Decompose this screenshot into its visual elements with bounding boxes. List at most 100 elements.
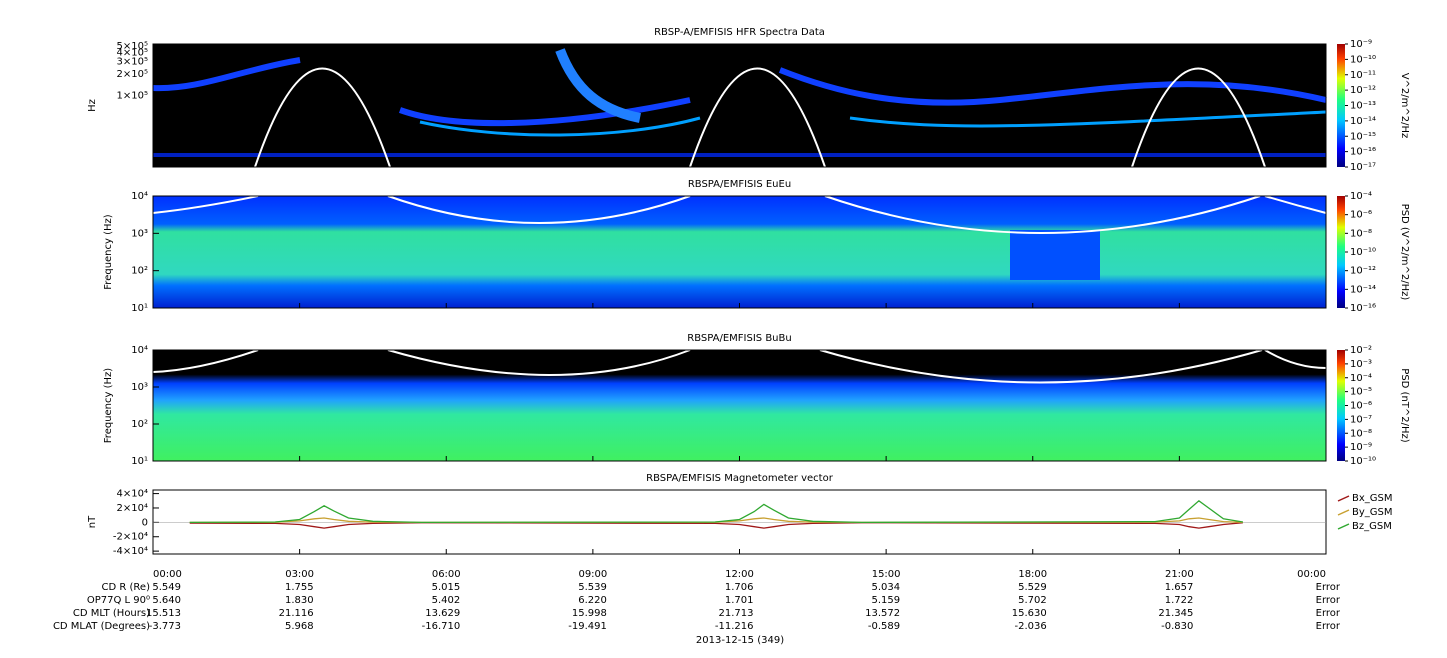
ephemeris-value: 15.630	[1012, 608, 1047, 619]
legend-swatch	[1337, 509, 1350, 516]
colorbar-tick-label: 10⁻⁸	[1350, 428, 1372, 439]
colorbar-tick-label: 10⁻¹⁷	[1350, 162, 1376, 173]
chart-title: RBSPA/EMFISIS Magnetometer vector	[646, 473, 834, 484]
colorbar-tick-label: 10⁻⁹	[1350, 39, 1372, 50]
ephemeris-value: 5.549	[152, 582, 181, 593]
x-tick-label: 03:00	[285, 569, 314, 580]
data-line	[189, 522, 1243, 529]
x-tick-label: 15:00	[872, 569, 901, 580]
y-tick-label: 10⁴	[131, 345, 148, 356]
y-tick-label: 1×10⁵	[117, 91, 148, 102]
ephemeris-value: Error	[1316, 621, 1341, 632]
legend-label: Bx_GSM	[1352, 493, 1393, 504]
legend-swatch	[1337, 523, 1350, 530]
y-tick-label: 2×10⁵	[117, 69, 148, 80]
colorbar-tick-label: 10⁻⁶	[1350, 210, 1372, 221]
colorbar-tick-label: 10⁻¹⁵	[1350, 131, 1376, 142]
ephemeris-value: 15.998	[572, 608, 607, 619]
ephemeris-label: OP77Q L 90⁰	[87, 595, 150, 606]
ephemeris-value: 5.702	[1018, 595, 1047, 606]
y-tick-label: 10³	[131, 382, 148, 393]
colorbar-tick-label: 10⁻⁸	[1350, 228, 1372, 239]
data-line	[189, 517, 1243, 524]
x-tick-label: 06:00	[432, 569, 461, 580]
ephemeris-value: -11.216	[715, 621, 754, 632]
ephemeris-value: 1.657	[1165, 582, 1194, 593]
colorbar-tick-label: 10⁻¹⁶	[1350, 303, 1376, 314]
ephemeris-value: 21.713	[719, 608, 754, 619]
colorbar-tick-label: 10⁻²	[1350, 345, 1372, 356]
colorbar-tick-label: 10⁻⁵	[1350, 387, 1372, 398]
ephemeris-value: 1.830	[285, 595, 314, 606]
y-tick-label: 10¹	[131, 456, 148, 467]
ephemeris-value: -0.589	[868, 621, 900, 632]
x-tick-label: 18:00	[1018, 569, 1047, 580]
y-tick-label: 0	[142, 517, 148, 528]
colorbar-label: PSD (nT^2/Hz)	[1399, 368, 1410, 442]
chart-title: RBSP-A/EMFISIS HFR Spectra Data	[654, 27, 825, 38]
colorbar-tick-label: 10⁻¹¹	[1350, 70, 1376, 81]
ephemeris-value: Error	[1316, 595, 1341, 606]
colorbar-label: V^2/m^2/Hz	[1399, 73, 1410, 139]
y-tick-label: 5×10⁵	[117, 41, 148, 52]
colorbar-tick-label: 10⁻¹³	[1350, 101, 1376, 112]
y-tick-label: -4×10⁴	[113, 546, 148, 557]
ephemeris-value: 13.572	[865, 608, 900, 619]
y-tick-label: 10²	[131, 266, 148, 277]
ephemeris-value: 5.529	[1018, 582, 1047, 593]
x-tick-label: 21:00	[1165, 569, 1194, 580]
y-axis-label: nT	[87, 515, 98, 528]
ephemeris-value: 5.402	[432, 595, 461, 606]
ephemeris-value: -3.773	[149, 621, 181, 632]
ephemeris-value: -2.036	[1015, 621, 1047, 632]
colorbar-tick-label: 10⁻¹⁰	[1350, 456, 1376, 467]
ephemeris-value: 6.220	[578, 595, 607, 606]
ephemeris-value: -16.710	[422, 621, 461, 632]
x-tick-label: 00:00	[153, 569, 182, 580]
ephemeris-value: 15.513	[146, 608, 181, 619]
x-axis-label: 2013-12-15 (349)	[696, 635, 784, 646]
legend-swatch	[1337, 495, 1350, 502]
colorbar-tick-label: 10⁻¹⁴	[1350, 116, 1376, 127]
colorbar-tick-label: 10⁻⁹	[1350, 442, 1372, 453]
y-tick-label: 10¹	[131, 303, 148, 314]
data-line	[189, 499, 1244, 524]
x-tick-label: 09:00	[578, 569, 607, 580]
y-tick-label: 10²	[131, 419, 148, 430]
ephemeris-value: 1.755	[285, 582, 314, 593]
colorbar-tick-label: 10⁻¹⁶	[1350, 147, 1376, 158]
colorbar-tick-label: 10⁻³	[1350, 359, 1372, 370]
y-axis-label: Frequency (Hz)	[103, 368, 114, 444]
legend-label: Bz_GSM	[1352, 521, 1392, 532]
y-axis-label: Hz	[87, 99, 98, 112]
ephemeris-value: 5.640	[152, 595, 181, 606]
colorbar-tick-label: 10⁻¹⁰	[1350, 54, 1376, 65]
ephemeris-value: 5.968	[285, 621, 314, 632]
legend-label: By_GSM	[1352, 507, 1393, 518]
y-tick-label: 4×10⁴	[117, 489, 148, 500]
ephemeris-value: Error	[1316, 582, 1341, 593]
y-tick-label: 10⁴	[131, 191, 148, 202]
x-tick-label: 12:00	[725, 569, 754, 580]
ephemeris-value: 1.722	[1165, 595, 1194, 606]
ephemeris-value: 5.159	[871, 595, 900, 606]
ephemeris-value: 1.706	[725, 582, 754, 593]
y-tick-label: 10³	[131, 228, 148, 239]
colorbar-tick-label: 10⁻⁷	[1350, 414, 1372, 425]
colorbar-tick-label: 10⁻⁴	[1350, 373, 1372, 384]
colorbar-tick-label: 10⁻¹⁴	[1350, 284, 1376, 295]
ephemeris-value: -0.830	[1161, 621, 1193, 632]
spectrogram-image	[152, 44, 1345, 461]
y-tick-label: 3×10⁵	[117, 57, 148, 68]
colorbar-tick-label: 10⁻¹²	[1350, 85, 1376, 96]
ephemeris-label: CD MLT (Hours)	[73, 608, 150, 619]
y-axis-label: Frequency (Hz)	[103, 214, 114, 290]
ephemeris-value: 13.629	[425, 608, 460, 619]
x-tick-label: 00:00	[1297, 569, 1326, 580]
ephemeris-value: 5.539	[578, 582, 607, 593]
ephemeris-value: Error	[1316, 608, 1341, 619]
colorbar-tick-label: 10⁻¹⁰	[1350, 247, 1376, 258]
y-tick-label: 2×10⁴	[117, 503, 148, 514]
ephemeris-value: 5.034	[871, 582, 900, 593]
